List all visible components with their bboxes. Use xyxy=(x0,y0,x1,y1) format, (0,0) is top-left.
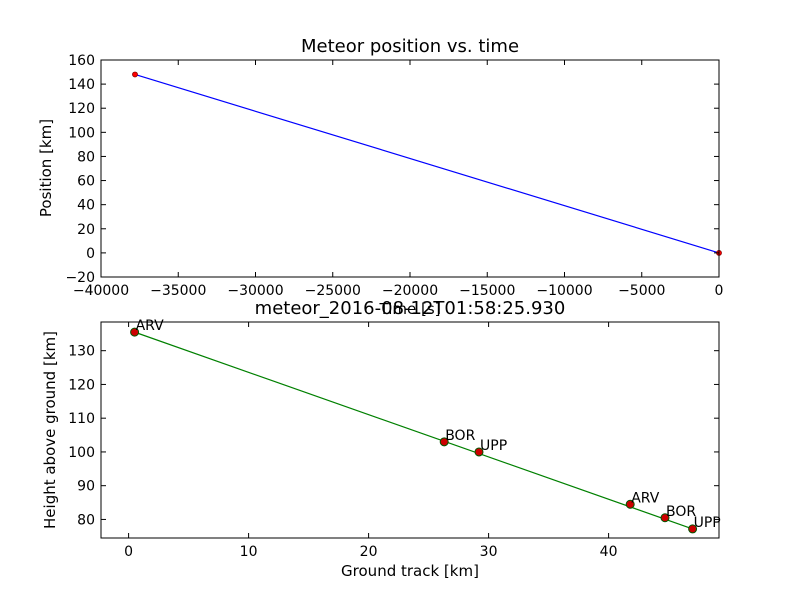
bottom-x-tick-label: 0 xyxy=(124,544,133,560)
station-label: ARV xyxy=(631,490,660,506)
bottom-x-tick-label: 10 xyxy=(240,544,258,560)
bottom-axes-frame xyxy=(100,321,720,539)
station-point xyxy=(625,499,635,509)
top-y-tick-label: 80 xyxy=(77,149,95,165)
bottom-x-tick-label: 30 xyxy=(480,544,498,560)
station-point xyxy=(130,327,140,337)
station-point xyxy=(660,513,670,523)
station-label: BOR xyxy=(666,504,696,520)
station-point xyxy=(439,437,449,447)
bottom-x-tick-label: 20 xyxy=(360,544,378,560)
top-x-tick-label: −10000 xyxy=(536,283,592,299)
bottom-y-tick-label: 80 xyxy=(77,512,95,528)
top-y-tick-label: 120 xyxy=(68,101,95,117)
top-y-ticks: −20 0 20 40 60 80 100 120 140 160 xyxy=(65,53,719,286)
bottom-y-tick-label: 90 xyxy=(77,479,95,495)
top-y-axis-label: Position [km] xyxy=(37,119,55,217)
top-y-tick-label: 140 xyxy=(68,77,95,93)
station-point xyxy=(688,524,698,534)
top-x-tick-label: −5000 xyxy=(618,283,665,299)
station-label: BOR xyxy=(445,428,475,444)
top-x-tick-label: −35000 xyxy=(150,283,206,299)
station-label: UPP xyxy=(694,515,721,531)
bottom-x-ticks: 0 10 20 30 40 xyxy=(124,322,618,560)
bottom-chart-title: meteor_2016-08-12T01:58:25.930 xyxy=(255,298,566,319)
trajectory-line xyxy=(134,331,693,530)
position-marker xyxy=(132,71,138,78)
bottom-x-axis-label: Ground track [km] xyxy=(341,562,479,580)
top-y-tick-label: −20 xyxy=(65,270,95,286)
top-y-tick-label: 60 xyxy=(77,174,95,190)
top-x-tick-label: −30000 xyxy=(227,283,283,299)
bottom-y-tick-label: 130 xyxy=(68,344,95,360)
top-y-tick-label: 0 xyxy=(86,246,95,262)
position-series-line xyxy=(134,73,720,254)
bottom-y-axis-label: Height above ground [km] xyxy=(41,331,59,529)
bottom-x-tick-label: 40 xyxy=(600,544,618,560)
top-chart-title: Meteor position vs. time xyxy=(301,36,519,57)
top-x-tick-label: 0 xyxy=(715,283,724,299)
top-x-ticks: −40000 −35000 −30000 −25000 −20000 −15000 −100… xyxy=(73,60,724,299)
top-y-tick-label: 20 xyxy=(77,222,95,238)
top-y-tick-label: 40 xyxy=(77,198,95,214)
top-x-axis-label: Time [s] xyxy=(379,300,441,318)
station-label: ARV xyxy=(136,318,165,334)
chart-position-vs-time: Meteor position vs. time −40000 −35000 −30… xyxy=(37,36,723,318)
station-label: UPP xyxy=(480,438,507,454)
station-point xyxy=(474,447,484,457)
bottom-y-ticks: 80 90 100 110 120 130 xyxy=(68,344,719,528)
bottom-y-tick-label: 100 xyxy=(68,445,95,461)
top-y-tick-label: 160 xyxy=(68,53,95,69)
chart-height-vs-ground-track: meteor_2016-08-12T01:58:25.930 ARVBORUPP… xyxy=(41,298,721,580)
top-x-tick-label: −25000 xyxy=(305,283,361,299)
top-x-tick-label: −40000 xyxy=(73,283,129,299)
top-x-tick-label: −15000 xyxy=(459,283,515,299)
top-x-tick-label: −20000 xyxy=(382,283,438,299)
bottom-y-tick-label: 110 xyxy=(68,411,95,427)
top-y-tick-label: 100 xyxy=(68,125,95,141)
bottom-y-tick-label: 120 xyxy=(68,377,95,393)
